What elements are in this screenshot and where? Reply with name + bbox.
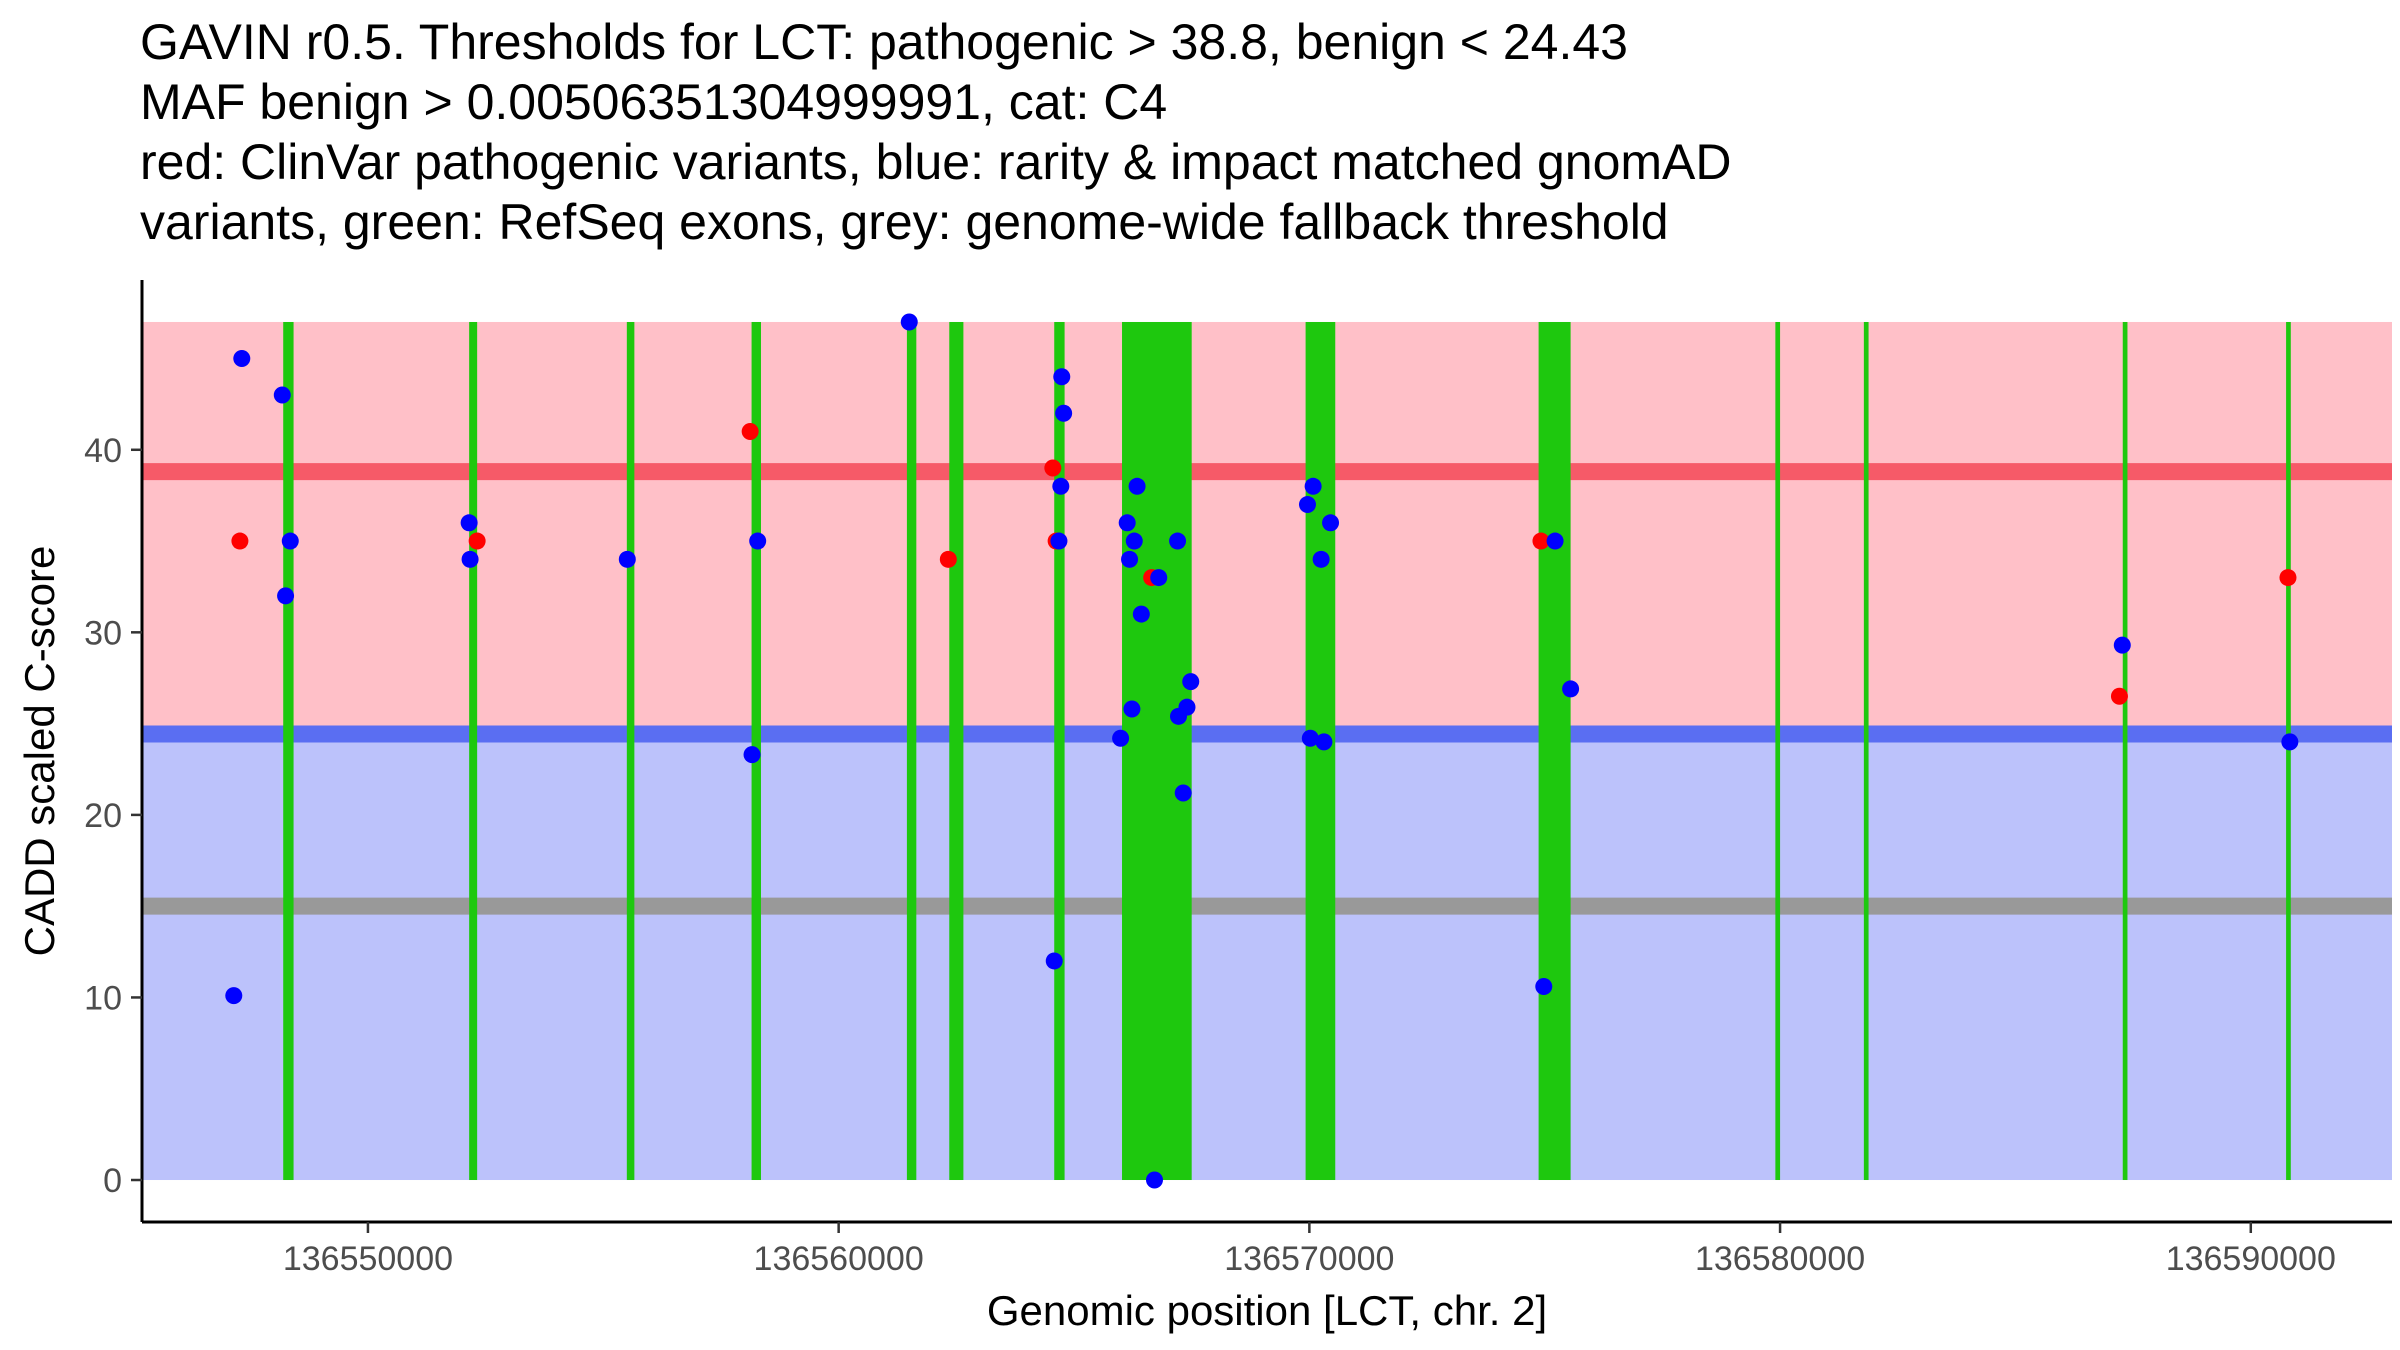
exon-band-14 [2286, 321, 2291, 1181]
y-tick-label-1: 0 [103, 1162, 122, 1200]
clinvar-point-10 [2279, 569, 2297, 587]
x-tick-label-1: 136550000 [283, 1240, 453, 1278]
gnomad-point-6 [460, 514, 478, 532]
exon-band-13 [2122, 321, 2128, 1181]
gnomad-point-29 [1178, 698, 1196, 716]
gnomad-point-38 [1546, 532, 1564, 550]
gnomad-point-32 [1301, 729, 1319, 747]
gnomad-point-9 [743, 746, 761, 764]
y-tick-label-5: 40 [84, 432, 122, 470]
gnomad-point-16 [1055, 404, 1073, 422]
gnomad-point-4 [277, 587, 295, 605]
gnomad-point-20 [1123, 700, 1141, 718]
title-line-3: red: ClinVar pathogenic variants, blue: … [140, 134, 1732, 190]
clinvar-point-3 [741, 423, 759, 441]
gnomad-point-37 [1535, 978, 1553, 995]
exon-band-11 [1775, 321, 1781, 1181]
gnomad-point-39 [1562, 680, 1580, 698]
clinvar-point-2 [468, 532, 486, 550]
gnomad-point-33 [1304, 477, 1322, 495]
y-axis-title: CADD scaled C-score [16, 546, 63, 957]
clinvar-point-1 [231, 532, 249, 550]
gnomad-point-28 [1174, 784, 1192, 802]
gnomad-point-12 [1045, 952, 1063, 970]
gnomad-point-36 [1322, 514, 1340, 532]
title-line-4: variants, green: RefSeq exons, grey: gen… [140, 194, 1669, 250]
clinvar-point-9 [2110, 687, 2128, 705]
clinvar-point-5 [1044, 459, 1062, 477]
title-line-1: GAVIN r0.5. Thresholds for LCT: pathogen… [140, 14, 1628, 70]
gnomad-point-2 [233, 350, 251, 367]
gnomad-point-8 [618, 550, 636, 568]
exon-band-12 [1863, 321, 1869, 1181]
gnomad-point-30 [1182, 673, 1200, 691]
gnomad-point-23 [1132, 605, 1150, 623]
gnomad-point-24 [1146, 1171, 1163, 1189]
x-tick-label-5: 136590000 [2166, 1240, 2336, 1278]
clinvar-point-4 [939, 550, 957, 568]
gnomad-point-41 [2281, 733, 2299, 751]
exon-layer [283, 321, 2291, 1181]
exon-band-9 [1305, 321, 1336, 1181]
gnomad-point-15 [1053, 368, 1071, 386]
zone-layer [142, 321, 2392, 1181]
title-line-2: MAF benign > 0.00506351304999991, cat: C… [140, 74, 1168, 130]
chart-title: GAVIN r0.5. Thresholds for LCT: pathogen… [140, 12, 2380, 252]
exon-band-10 [1538, 321, 1571, 1181]
gnomad-point-35 [1315, 733, 1333, 751]
gnomad-point-34 [1312, 550, 1330, 568]
gnomad-point-7 [461, 550, 479, 568]
gnomad-point-10 [749, 532, 767, 550]
exon-band-1 [283, 321, 294, 1181]
exon-band-3 [626, 321, 635, 1181]
exon-band-6 [949, 321, 964, 1181]
benign-zone [142, 734, 2392, 1181]
gnomad-point-26 [1169, 532, 1187, 550]
gnomad-point-17 [1112, 729, 1130, 747]
gnomad-point-13 [1050, 532, 1068, 550]
gnomad-point-3 [273, 386, 291, 404]
x-axis-title: Genomic position [LCT, chr. 2] [987, 1287, 1547, 1334]
gnomad-point-21 [1125, 532, 1143, 550]
point-layer [225, 313, 2299, 1189]
exon-band-7 [1054, 321, 1065, 1181]
gnomad-point-14 [1052, 477, 1070, 495]
gnomad-point-11 [900, 313, 918, 331]
gnomad-point-5 [281, 532, 299, 550]
x-tick-label-4: 136580000 [1695, 1240, 1865, 1278]
gnomad-point-1 [225, 987, 243, 1005]
tick-layer: 136550000 136560000 136570000 136580000 1365… [84, 432, 2336, 1278]
clinvar-point-8 [1532, 532, 1550, 550]
pathogenic-zone [142, 321, 2392, 735]
gnomad-point-18 [1118, 514, 1136, 532]
gnomad-point-25 [1150, 569, 1168, 587]
gnomad-point-31 [1298, 496, 1316, 514]
axes-layer [140, 280, 2392, 1224]
x-tick-label-3: 136570000 [1224, 1240, 1394, 1278]
exon-band-2 [469, 321, 478, 1181]
gnomad-point-19 [1121, 550, 1139, 568]
x-tick-label-2: 136560000 [754, 1240, 924, 1278]
gnomad-point-40 [2113, 636, 2131, 654]
exon-band-5 [906, 321, 917, 1181]
gnomad-point-22 [1128, 477, 1146, 495]
y-tick-label-2: 10 [84, 979, 122, 1017]
threshold-layer [142, 463, 2392, 915]
exon-band-8 [1122, 321, 1192, 1181]
y-tick-label-3: 20 [84, 797, 122, 835]
y-tick-label-4: 30 [84, 614, 122, 652]
